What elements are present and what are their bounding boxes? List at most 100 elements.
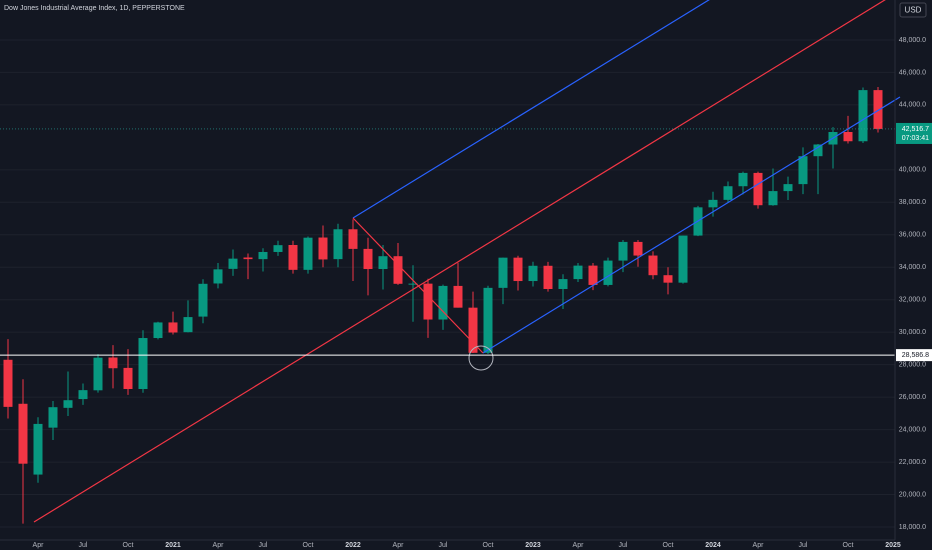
candle-body xyxy=(318,237,328,260)
candle-body xyxy=(123,367,133,390)
x-tick-label: Apr xyxy=(573,542,585,549)
candle-body xyxy=(33,423,43,475)
candle-body xyxy=(663,275,673,283)
y-tick-label: 18,000.0 xyxy=(899,524,926,531)
candle-body xyxy=(168,322,178,333)
candle-body xyxy=(783,184,793,192)
grid xyxy=(0,39,895,528)
candle-body xyxy=(798,156,808,185)
candle-body xyxy=(843,131,853,142)
candle-body xyxy=(153,322,163,339)
candle-body xyxy=(303,237,313,270)
x-tick-label: Jul xyxy=(259,542,268,549)
candle-body xyxy=(438,285,448,320)
price-label-box xyxy=(896,122,932,144)
candle-body xyxy=(78,390,88,400)
candle-body xyxy=(558,279,568,289)
x-tick-label: Jul xyxy=(439,542,448,549)
y-tick-label: 38,000.0 xyxy=(899,199,926,206)
candle-body xyxy=(618,241,628,261)
x-tick-label: Apr xyxy=(213,542,225,549)
price-countdown: 07:03:41 xyxy=(902,135,929,142)
median-line xyxy=(33,0,886,523)
currency[interactable]: USD xyxy=(905,6,922,15)
y-tick-label: 48,000.0 xyxy=(899,37,926,44)
candle-body xyxy=(468,307,478,353)
candle-body xyxy=(603,260,613,285)
x-tick-label: 2023 xyxy=(525,542,541,549)
candle-body xyxy=(108,357,118,369)
x-tick-label: Apr xyxy=(753,542,765,549)
x-tick-label: Oct xyxy=(123,542,134,549)
x-tick-label: Oct xyxy=(663,542,674,549)
candle-body xyxy=(378,256,388,270)
candle-body xyxy=(543,265,553,289)
candle-body xyxy=(48,407,58,428)
candles xyxy=(3,87,883,524)
x-tick-label: 2024 xyxy=(705,542,721,549)
candle-body xyxy=(588,265,598,285)
y-tick-label: 44,000.0 xyxy=(899,102,926,109)
handle-line xyxy=(352,217,484,354)
x-tick-label: Apr xyxy=(393,542,405,549)
candle-body xyxy=(483,287,493,353)
candle-body xyxy=(423,283,433,320)
candle-body xyxy=(753,172,763,206)
candle-body xyxy=(408,283,418,285)
candle-body xyxy=(243,257,253,260)
y-tick-label: 22,000.0 xyxy=(899,459,926,466)
candle-body xyxy=(63,400,73,408)
x-tick-label: 2025 xyxy=(885,542,901,549)
candle-body xyxy=(333,229,343,260)
x-tick-label: Jul xyxy=(799,542,808,549)
candle-body xyxy=(288,244,298,270)
candle-body xyxy=(348,229,358,249)
candle-body xyxy=(18,403,28,464)
currency-box[interactable] xyxy=(899,2,927,18)
lower-line xyxy=(482,96,901,354)
axis-labels: 18,000.0 20,000.0 22,000.0 24,000.0 26,000.0… xyxy=(33,37,927,549)
price-label: 42,516.7 xyxy=(902,126,929,133)
candle-body xyxy=(363,248,373,270)
candle-body xyxy=(183,317,193,333)
x-tick-label: Jul xyxy=(79,542,88,549)
x-tick-label: 2022 xyxy=(345,542,361,549)
y-tick-label: 30,000.0 xyxy=(899,329,926,336)
y-tick-label: 32,000.0 xyxy=(899,297,926,304)
highlight-circle xyxy=(468,345,494,371)
chart-title: Dow Jones Industrial Average Index, 1D, … xyxy=(4,5,185,12)
y-tick-label: 26,000.0 xyxy=(899,394,926,401)
candle-body xyxy=(528,265,538,282)
candle-body xyxy=(513,257,523,282)
y-tick-label: 28,000.0 xyxy=(899,361,926,368)
level-label-box xyxy=(896,349,932,362)
candle-body xyxy=(738,172,748,187)
x-tick-label: Oct xyxy=(483,542,494,549)
overlay: 28,586.8 42,516.7 07:03:41 xyxy=(0,122,932,362)
candle-body xyxy=(258,251,268,260)
candle-body xyxy=(498,257,508,288)
level-label: 28,586.8 xyxy=(902,352,929,359)
x-tick-label: Jul xyxy=(619,542,628,549)
y-tick-label: 20,000.0 xyxy=(899,491,926,498)
candle-body xyxy=(873,90,883,129)
candle-body xyxy=(633,241,643,256)
candle-body xyxy=(708,199,718,208)
x-tick-label: 2021 xyxy=(165,542,181,549)
candle-body xyxy=(198,283,208,317)
candle-body xyxy=(228,258,238,269)
x-tick-label: Apr xyxy=(33,542,45,549)
candle-body xyxy=(393,256,403,284)
candle-body xyxy=(723,186,733,200)
candle-body xyxy=(273,245,283,252)
upper-line xyxy=(352,0,710,219)
x-tick-label: Oct xyxy=(303,542,314,549)
candle-body xyxy=(3,359,13,407)
candle-body xyxy=(93,357,103,391)
y-tick-label: 46,000.0 xyxy=(899,69,926,76)
candle-body xyxy=(768,191,778,206)
candle-body xyxy=(573,265,583,280)
candle-body xyxy=(453,285,463,308)
